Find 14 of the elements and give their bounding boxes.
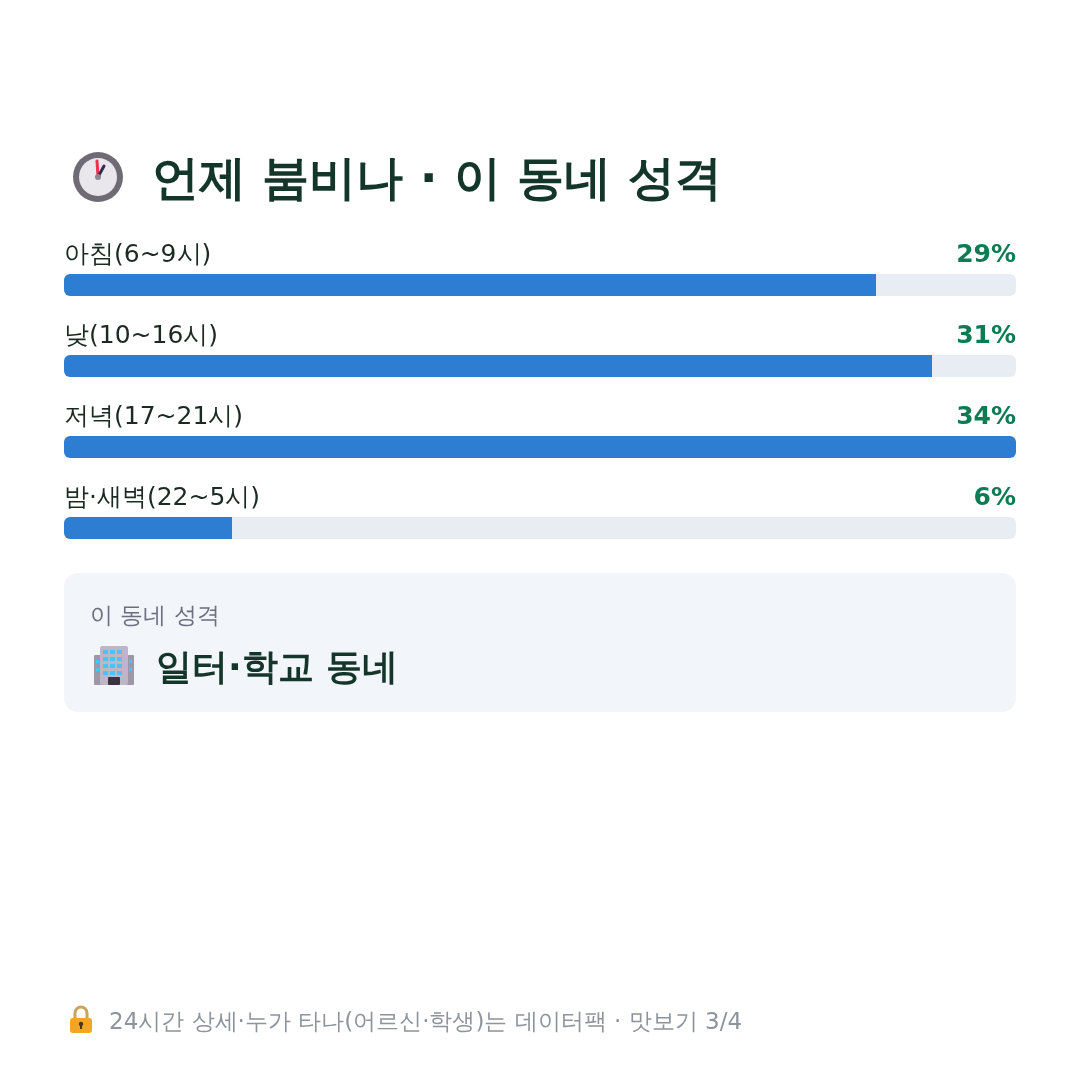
text: 이 동네 성격 <box>90 602 220 628</box>
data-label: 29% <box>956 239 1016 268</box>
data-label: 34% <box>956 401 1016 430</box>
bar <box>64 436 1016 458</box>
y-tick-label: 낮(10~16시) <box>64 320 219 349</box>
bar <box>64 517 232 539</box>
data-label: 6% <box>973 482 1016 511</box>
text: 일터·학교 동네 <box>156 646 399 687</box>
y-tick-label: 아침(6~9시) <box>64 239 212 268</box>
chart-title: 언제 붐비나 · 이 동네 성격 <box>152 150 722 205</box>
data-label: 31% <box>956 320 1016 349</box>
text: 24시간 상세·누가 타나(어르신·학생)는 데이터팩 · 맛보기 3/4 <box>109 1008 743 1034</box>
y-tick-label: 저녁(17~21시) <box>64 401 244 430</box>
y-tick-label: 밤·새벽(22~5시) <box>64 482 261 511</box>
